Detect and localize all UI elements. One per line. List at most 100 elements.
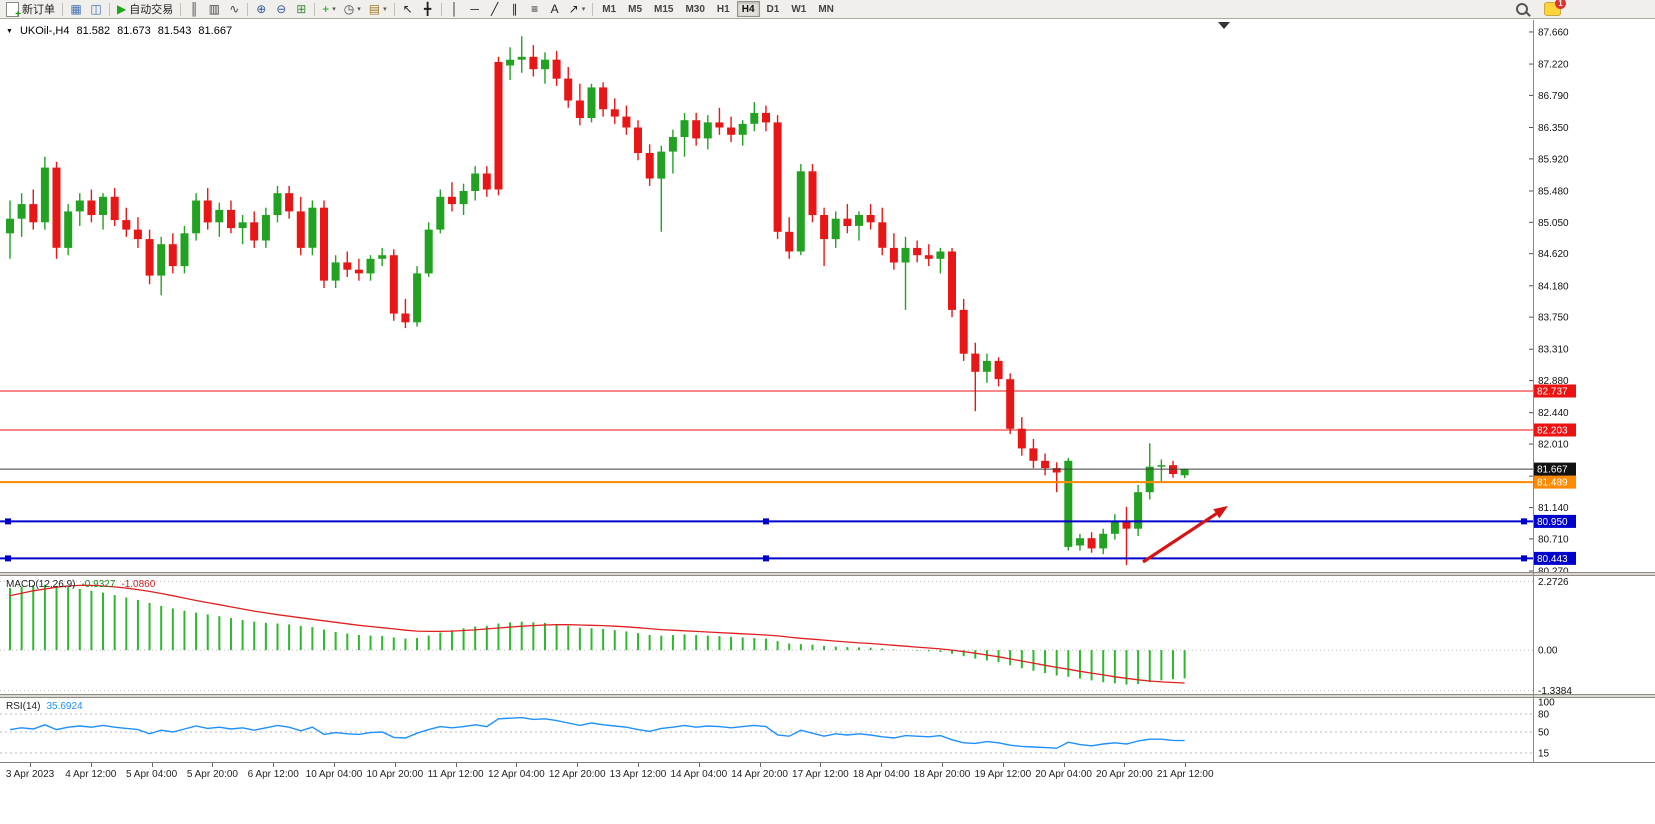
- timeframe-D1[interactable]: D1: [762, 1, 785, 17]
- pane-separator[interactable]: [0, 694, 1655, 698]
- autotrading-button-label: 自动交易: [129, 4, 174, 16]
- arrows-button[interactable]: ↗ ▾: [565, 1, 590, 18]
- time-axis-label: 3 Apr 2023: [5, 769, 55, 780]
- price-marker: [1534, 423, 1576, 437]
- line-handle[interactable]: [1521, 555, 1527, 562]
- timeframe-H1[interactable]: H1: [712, 1, 735, 17]
- indicators-button[interactable]: + ▾: [318, 1, 340, 18]
- candle-body: [982, 360, 991, 372]
- chat-icon: 1: [1544, 0, 1566, 16]
- candle-body: [180, 233, 189, 267]
- macd-value-signal: -1.0860: [121, 579, 156, 590]
- candle-body: [99, 196, 107, 215]
- candle-body: [959, 309, 968, 354]
- fibonacci-button[interactable]: ≡: [525, 1, 545, 18]
- candle-body: [575, 100, 584, 118]
- price-axis-label: 83.310: [1538, 345, 1569, 356]
- candle-body: [785, 231, 794, 252]
- candle-body: [587, 87, 596, 118]
- price-axis-label: 83.750: [1538, 313, 1569, 324]
- cursor-button[interactable]: ↖: [398, 1, 418, 18]
- candle-body: [517, 56, 526, 60]
- time-axis-label: 12 Apr 04:00: [488, 769, 545, 780]
- new-order-button[interactable]: 新订单: [2, 1, 59, 20]
- candle-body: [1145, 466, 1154, 493]
- chart-dropdown-icon[interactable]: ▼: [6, 27, 13, 35]
- candle-body: [1017, 428, 1026, 449]
- trend-arrow[interactable]: [1142, 512, 1218, 564]
- macd-axis-label: 0.00: [1538, 646, 1558, 657]
- price-marker: [1534, 462, 1576, 476]
- charts-button[interactable]: ▦: [66, 1, 86, 18]
- price-axis-label: 80.710: [1538, 534, 1569, 545]
- bar-chart-button[interactable]: ║: [184, 1, 204, 18]
- line-handle[interactable]: [5, 518, 11, 525]
- time-axis-label: 5 Apr 20:00: [186, 769, 238, 780]
- price-axis-label: 82.010: [1538, 440, 1569, 451]
- vertical-line-button[interactable]: │: [445, 1, 465, 18]
- line-handle[interactable]: [763, 555, 769, 562]
- time-axis-tick: [820, 763, 822, 767]
- tile-windows-button[interactable]: ⊞: [291, 1, 311, 18]
- candlestick-button[interactable]: ▥: [204, 1, 224, 18]
- candle-body: [645, 153, 654, 179]
- time-axis-tick: [30, 763, 31, 767]
- candle-body: [413, 273, 422, 323]
- trendline-button[interactable]: ╱: [485, 1, 505, 18]
- trend-arrow-head[interactable]: [1213, 506, 1228, 519]
- timeframe-M5[interactable]: M5: [623, 1, 647, 17]
- profiles-button[interactable]: ◫: [86, 1, 106, 18]
- periods-button[interactable]: ◷ ▾: [340, 1, 365, 18]
- timeframe-M1[interactable]: M1: [597, 1, 621, 17]
- timeframe-H4[interactable]: H4: [736, 1, 760, 17]
- price-chart[interactable]: 87.660 87.220 86.790 86.350 85.920 85.480 85.0…: [0, 20, 1655, 572]
- horizontal-line-button[interactable]: ─: [465, 1, 485, 18]
- timeframe-W1[interactable]: W1: [786, 1, 811, 17]
- arrows-icon: ↗: [568, 2, 579, 16]
- chart-area[interactable]: 87.660 87.220 86.790 86.350 85.920 85.480 85.0…: [0, 20, 1655, 824]
- candle-body: [285, 193, 294, 212]
- line-handle[interactable]: [1521, 518, 1527, 525]
- time-axis-tick: [942, 763, 943, 767]
- timeframe-MN[interactable]: MN: [813, 1, 839, 17]
- text-button[interactable]: A: [545, 1, 565, 18]
- line-chart-button[interactable]: ∿: [224, 1, 244, 18]
- candle-body: [610, 109, 619, 117]
- candle-body: [354, 269, 363, 274]
- macd-chart[interactable]: 2.2726 0.00 -1.3384: [0, 576, 1655, 694]
- autotrading-button[interactable]: ▶ 自动交易: [113, 1, 177, 18]
- ohlc-high: 81.673: [117, 25, 151, 37]
- candle-body: [855, 215, 863, 226]
- candle-body: [75, 200, 84, 212]
- candle-body: [634, 127, 642, 153]
- candle-body: [273, 193, 282, 216]
- pane-separator[interactable]: [0, 572, 1655, 576]
- time-axis-label: 14 Apr 20:00: [731, 769, 788, 780]
- dropdown-arrow-icon: ▾: [383, 6, 387, 13]
- channel-button[interactable]: ∥: [505, 1, 525, 18]
- toolbar-separator: [314, 2, 316, 16]
- timeframe-M15[interactable]: M15: [649, 1, 678, 17]
- zoom-out-button[interactable]: ⊖: [271, 1, 291, 18]
- price-axis-label: 80.270: [1538, 567, 1569, 573]
- chart-shift-marker-icon[interactable]: [1218, 22, 1230, 29]
- template-button[interactable]: ▤ ▾: [365, 1, 391, 18]
- line-handle[interactable]: [5, 555, 11, 562]
- toolbar-separator: [247, 2, 249, 16]
- candle-body: [87, 200, 96, 216]
- line-handle[interactable]: [763, 518, 769, 525]
- profiles-icon: ◫: [90, 2, 102, 16]
- search-button[interactable]: [1512, 1, 1532, 18]
- periods-icon: ◷: [343, 2, 355, 16]
- time-axis-label: 14 Apr 04:00: [670, 769, 728, 780]
- zoom-in-button[interactable]: ⊕: [251, 1, 271, 18]
- candle-body: [924, 255, 933, 259]
- crosshair-button[interactable]: ╋: [418, 1, 438, 18]
- notifications-button[interactable]: 1: [1540, 0, 1566, 18]
- toolbar-separator: [180, 2, 182, 16]
- candle-body: [773, 122, 782, 232]
- timeframe-M30[interactable]: M30: [680, 1, 709, 17]
- candle-body: [1006, 379, 1015, 429]
- time-axis-tick: [577, 763, 579, 767]
